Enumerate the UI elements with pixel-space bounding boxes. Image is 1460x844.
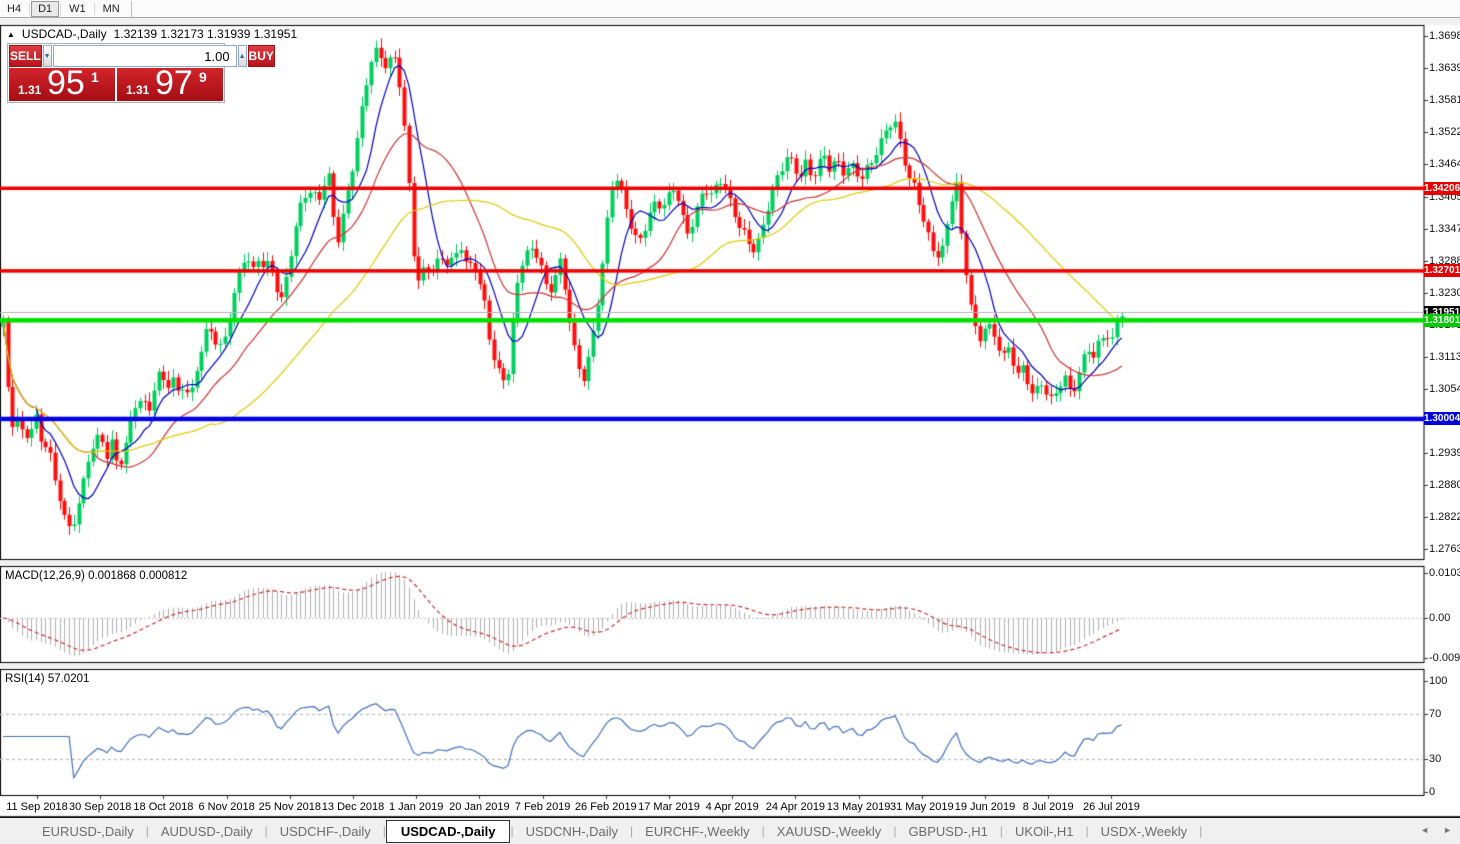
volume-increase-button[interactable]: ▲ [237, 45, 247, 67]
macd-axis-label: 0.010311 [1429, 566, 1460, 579]
macd-label: MACD(12,26,9) 0.001868 0.000812 [5, 570, 188, 582]
tabs-scroll-right-icon[interactable]: ► [1443, 825, 1452, 835]
price-axis-label: 1.36980 [1429, 30, 1460, 42]
macd-axis-label: -0.009203 [1429, 652, 1460, 665]
date-axis-label: 19 Jun 2019 [954, 801, 1016, 813]
tab-separator: | [1085, 824, 1089, 838]
tab-separator: | [264, 824, 268, 838]
symbol-tabbar: EURUSD-,Daily | AUDUSD-,Daily | USDCHF-,Dail… [0, 817, 1460, 844]
tab-separator: | [999, 824, 1004, 838]
date-axis-label: 25 Nov 2018 [258, 801, 321, 813]
price-axis-label: 1.34640 [1429, 158, 1460, 171]
date-axis-label: 20 Jan 2019 [449, 801, 510, 813]
sell-price-pip: 1 [91, 69, 99, 85]
date-axis-label: 30 Sep 2018 [68, 801, 132, 813]
tab-usdx-weekly[interactable]: USDX-,Weekly [1100, 823, 1188, 839]
price-axis-label: 1.27635 [1429, 543, 1460, 555]
volume-input[interactable] [52, 45, 237, 67]
price-axis-label: 1.32885 [1429, 254, 1460, 267]
date-axis-label: 31 May 2019 [889, 801, 954, 813]
chart-title: ▲ USDCAD-,Daily 1.32139 1.32173 1.31939 … [7, 27, 297, 41]
date-axis-label: 26 Feb 2019 [574, 801, 637, 813]
price-axis-badge: 1.32701 [1424, 264, 1460, 278]
tab-separator: | [630, 824, 634, 838]
date-axis-label: 1 Jan 2019 [388, 801, 444, 813]
tab-usdchf-daily[interactable]: USDCHF-,Daily [279, 823, 371, 839]
volume-decrease-button[interactable]: ▼ [42, 45, 52, 67]
tab-separator: | [145, 824, 149, 838]
date-axis-label: 26 Jul 2019 [1082, 801, 1140, 813]
buy-price-big: 97 [155, 64, 193, 102]
date-axis-label: 7 Feb 2019 [514, 801, 571, 813]
collapse-panel-icon[interactable]: ▲ [7, 29, 15, 39]
rsi-axis-label: 100 [1429, 675, 1448, 687]
buy-price-prefix: 1.31 [126, 83, 150, 97]
rsi-label: RSI(14) 57.0201 [5, 673, 90, 685]
date-axis-label: 13 May 2019 [826, 801, 891, 813]
price-axis-badge: 1.34206 [1424, 181, 1460, 195]
buy-price-pip: 9 [199, 69, 207, 85]
price-axis-label: 1.31130 [1429, 351, 1460, 364]
tab-usdcad-daily[interactable]: USDCAD-,Daily [385, 819, 511, 843]
sell-price-prefix: 1.31 [18, 83, 42, 97]
sell-price-big: 95 [47, 64, 85, 102]
date-axis-label: 24 Apr 2019 [765, 801, 826, 813]
price-axis-label: 1.28805 [1429, 478, 1460, 491]
date-axis-label: 8 Jul 2019 [1022, 801, 1074, 813]
tab-separator: | [893, 824, 897, 838]
date-axis-label: 11 Sep 2018 [6, 801, 68, 813]
one-click-trade-panel: SELL ▼ ▲ BUY 1.31 95 1 1.31 97 9 [7, 43, 275, 103]
price-axis-label: 1.33470 [1429, 222, 1460, 235]
date-axis-label: 6 Nov 2018 [198, 801, 255, 813]
price-axis-label: 1.32300 [1429, 286, 1460, 299]
price-axis-label: 1.28220 [1429, 510, 1460, 523]
tab-audusd-daily[interactable]: AUDUSD-,Daily [160, 823, 253, 839]
price-axis-label: 1.30545 [1429, 383, 1460, 396]
price-axis-badge: 1.30004 [1424, 412, 1460, 426]
tabs-scroll-left-icon[interactable]: ◄ [1420, 825, 1430, 835]
tab-separator: | [761, 824, 765, 838]
date-axis-label: 17 Mar 2019 [638, 801, 700, 813]
rsi-axis-label: 0 [1429, 786, 1436, 798]
date-axis-label: 18 Oct 2018 [133, 801, 194, 813]
rsi-axis-label: 70 [1429, 708, 1442, 721]
tab-separator: | [510, 824, 514, 838]
sell-button[interactable]: SELL [9, 45, 42, 67]
tab-ukoil-h1[interactable]: UKOil-,H1 [1015, 823, 1074, 839]
tab-usdcnh-daily[interactable]: USDCNH-,Daily [525, 823, 619, 839]
chart-symbol-label: USDCAD-,Daily [21, 27, 107, 41]
tab-separator: | [382, 824, 386, 838]
date-axis-label: 4 Apr 2019 [705, 801, 759, 813]
tab-xauusd-weekly[interactable]: XAUUSD-,Weekly [776, 823, 882, 839]
price-axis-label: 1.36395 [1429, 62, 1460, 75]
tab-separator: | [1199, 824, 1203, 838]
buy-button[interactable]: BUY [247, 45, 275, 67]
chart-ohlc-values: 1.32139 1.32173 1.31939 1.31951 [113, 27, 298, 41]
rsi-axis-label: 30 [1429, 752, 1442, 765]
price-axis-badge: 1.31801 [1424, 313, 1460, 327]
date-axis-label: 13 Dec 2018 [321, 801, 385, 813]
macd-axis-label: 0.00 [1429, 612, 1451, 624]
buy-price-box[interactable]: 1.31 97 9 [117, 64, 223, 102]
price-axis-label: 1.35810 [1429, 94, 1460, 107]
tab-eurusd-daily[interactable]: EURUSD-,Daily [42, 823, 134, 839]
sell-price-box[interactable]: 1.31 95 1 [9, 64, 115, 102]
tab-eurchf-weekly[interactable]: EURCHF-,Weekly [645, 823, 750, 839]
price-axis-label: 1.29390 [1429, 446, 1460, 459]
price-axis-label: 1.35225 [1429, 126, 1460, 139]
tab-gbpusd-h1[interactable]: GBPUSD-,H1 [908, 823, 988, 839]
